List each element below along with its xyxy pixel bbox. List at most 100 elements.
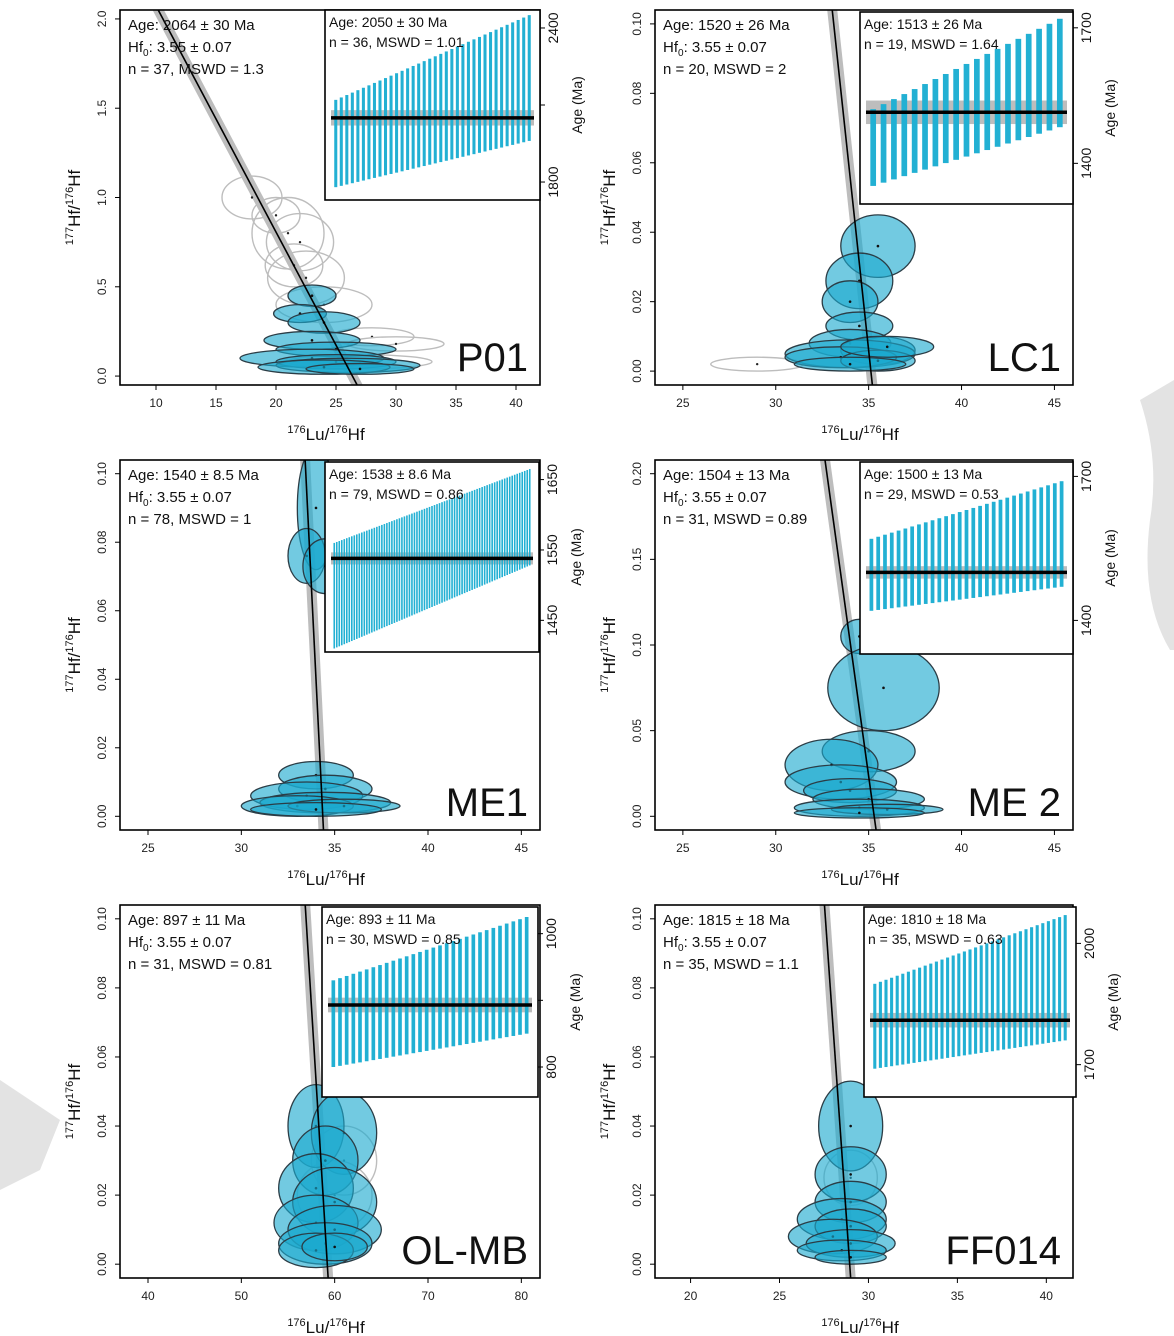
inset-age-bar xyxy=(433,505,436,606)
x-axis-title-part: Lu/ xyxy=(840,870,864,889)
y-tick-label: 0.08 xyxy=(95,976,109,1000)
inset-age-bar xyxy=(372,82,376,178)
inset-age-bar xyxy=(358,533,361,638)
inset-age-bar xyxy=(518,919,522,1035)
y-tick-label: 1.0 xyxy=(95,189,109,206)
annotation-hf0-part: : 3.55 ± 0.07 xyxy=(684,489,767,506)
isochron-line xyxy=(823,905,852,1278)
inset-bg xyxy=(325,10,540,200)
inset-age-bar xyxy=(373,527,376,632)
y-axis-title-part: 176 xyxy=(64,1081,76,1099)
data-point xyxy=(849,1173,852,1176)
y-axis-title-part: Hf xyxy=(65,169,84,186)
inset-y-tick-label: 1000 xyxy=(543,918,559,949)
inset-age-bar xyxy=(436,504,438,605)
inset-age-bar xyxy=(331,980,336,1067)
inset-age-bar xyxy=(484,930,489,1041)
inset-age-bar xyxy=(345,95,349,185)
inset-age-bar xyxy=(962,951,966,1056)
inset-age-bar xyxy=(1032,489,1037,591)
inset-age-bar xyxy=(441,502,443,603)
y-tick-label: 0.00 xyxy=(630,359,644,383)
inset-age-bar xyxy=(338,541,341,647)
rejected-point xyxy=(286,232,290,235)
inset-age-bar xyxy=(523,470,526,568)
inset-age-bar xyxy=(511,475,514,573)
inset-age-bar xyxy=(398,518,401,621)
inset-age-bar xyxy=(438,503,441,604)
y-axis-title-part: Hf/ xyxy=(65,652,84,674)
x-tick-label: 40 xyxy=(509,396,523,410)
inset-age-bar xyxy=(957,953,961,1057)
x-tick-label: 30 xyxy=(235,841,249,855)
inset-age-bar xyxy=(498,925,502,1039)
inset-age-bar xyxy=(944,516,948,602)
inset-age-bar xyxy=(1005,497,1010,594)
inset-age-bar xyxy=(463,493,466,594)
x-tick-label: 70 xyxy=(421,1289,435,1303)
inset-age-bar xyxy=(363,531,366,636)
inset-y-tick-label: 2000 xyxy=(1081,928,1097,959)
x-tick-label: 40 xyxy=(421,841,435,855)
x-tick-label: 60 xyxy=(328,1289,342,1303)
inset-age-bar xyxy=(1025,491,1030,592)
plot-content xyxy=(273,905,382,1278)
x-axis-title-part: 176 xyxy=(329,869,347,881)
sample-label: ME 2 xyxy=(968,781,1061,825)
inset-age: Age: 1810 ± 18 Ma xyxy=(868,911,986,927)
y-tick-label: 0.06 xyxy=(630,151,644,175)
inset-age-bar xyxy=(526,469,529,567)
inset-ME1: Age: 1538 ± 8.6 Ma n = 79, MSWD = 0.86 145… xyxy=(324,461,584,653)
inset-age-bar xyxy=(1005,43,1011,144)
y-axis-title-part: 176 xyxy=(599,187,611,205)
inset-age-bar xyxy=(364,969,369,1062)
inset-age-bar xyxy=(461,494,463,595)
x-axis-title-part: 176 xyxy=(329,1317,347,1329)
x-tick-label: 35 xyxy=(862,396,876,410)
inset-y-axis-title: Age (Ma) xyxy=(1102,529,1118,587)
x-tick-label: 45 xyxy=(515,841,529,855)
isochron-line xyxy=(304,905,329,1278)
y-tick-label: 2.0 xyxy=(95,10,109,27)
panel-OL-MB: 40 50 60 70 800.000.020.040.060.080.10176Lu/… xyxy=(64,904,583,1336)
inset-age-bar xyxy=(1024,929,1028,1047)
inset-y-tick-label: 1800 xyxy=(545,166,561,197)
inset-age-bar xyxy=(368,529,371,634)
inset-frame xyxy=(324,461,540,653)
x-tick-label: 30 xyxy=(389,396,403,410)
y-axis-title: 177Hf/176Hf xyxy=(64,1063,84,1139)
inset-age-bar xyxy=(416,511,418,614)
inset-age-bar xyxy=(891,99,897,180)
inset-age-bar xyxy=(1052,919,1056,1043)
inset-age-bar xyxy=(1036,28,1042,134)
inset-age-bar xyxy=(978,505,982,598)
inset-age-bar xyxy=(1030,927,1034,1046)
x-tick-label: 50 xyxy=(235,1289,249,1303)
data-point xyxy=(858,811,861,815)
inset-LC1: Age: 1513 ± 26 Ma n = 19, MSWD = 1.64 1400… xyxy=(859,11,1118,205)
inset-age-bar xyxy=(371,967,376,1061)
inset-age-bar xyxy=(1015,38,1022,141)
inset-age-bar xyxy=(985,943,989,1053)
inset-age-bar xyxy=(1059,481,1064,587)
x-axis-title-part: 176 xyxy=(863,1317,881,1329)
y-tick-label: 0.08 xyxy=(630,81,644,105)
y-axis-title-part: Hf xyxy=(600,169,619,186)
inset-age-bar xyxy=(878,981,882,1068)
inset-age-bar xyxy=(448,499,451,600)
x-axis-title-part: 176 xyxy=(329,424,347,436)
inset-age-bar xyxy=(458,938,462,1046)
y-axis-title-part: 177 xyxy=(599,674,611,692)
x-axis-title-part: Hf xyxy=(348,425,365,444)
inset-FF014: Age: 1810 ± 18 Ma n = 35, MSWD = 0.63 1700… xyxy=(863,906,1121,1098)
annotation-age: Age: 1520 ± 26 Ma xyxy=(663,17,790,34)
inset-age-bar xyxy=(471,490,473,590)
inset-age-bar xyxy=(345,538,348,644)
inset-age-bar xyxy=(953,68,959,160)
annotation-n-mswd: n = 20, MSWD = 2 xyxy=(663,61,786,78)
inset-age-bar xyxy=(884,979,888,1068)
inset-age-bar xyxy=(338,978,342,1066)
annotation-hf0-part: Hf xyxy=(128,934,144,951)
y-tick-label: 0.5 xyxy=(95,278,109,295)
inset-age-bar xyxy=(998,499,1003,595)
